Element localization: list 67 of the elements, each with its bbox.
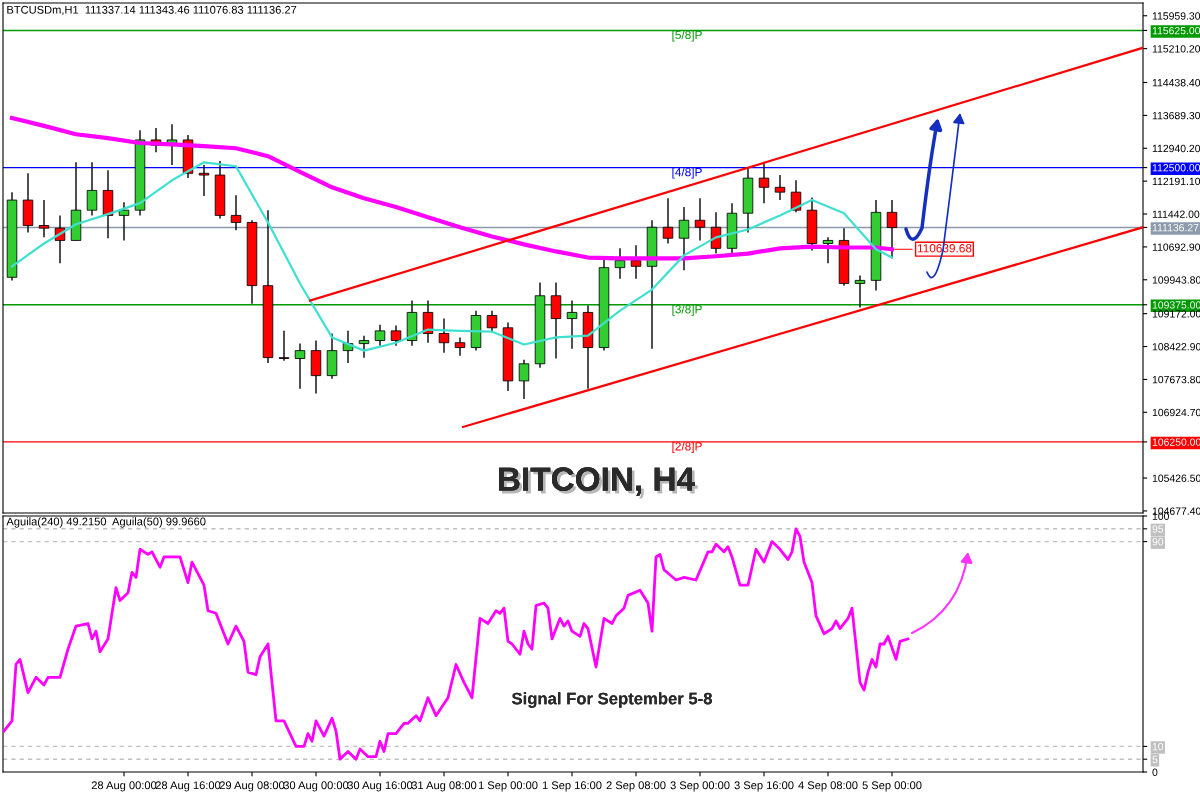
x-tick-label: 3 Sep 00:00	[670, 781, 730, 792]
y-tick-label: 109375.00	[1152, 301, 1200, 309]
candlestick	[86, 161, 98, 217]
candlestick	[486, 309, 498, 334]
candlestick	[278, 330, 290, 362]
candlestick	[118, 201, 130, 242]
y-tick-label: 115210.20	[1152, 45, 1200, 53]
candlestick	[614, 247, 626, 280]
y-tick-label: 112940.20	[1152, 144, 1200, 153]
candlestick	[566, 299, 578, 350]
y-tick-label: 111136.27	[1152, 223, 1199, 232]
x-tick-label: 1 Sep 00:00	[478, 781, 538, 792]
candlestick	[662, 197, 674, 245]
candlestick	[822, 236, 834, 264]
candlestick	[198, 164, 210, 197]
y-tick-label: 109943.80	[1152, 276, 1200, 284]
x-tick-label: 3 Sep 16:00	[734, 781, 794, 792]
x-tick-label: 28 Aug 16:00	[155, 781, 221, 792]
candlestick	[358, 334, 370, 359]
candlestick	[38, 199, 50, 239]
candlestick	[454, 336, 466, 357]
candlestick	[374, 324, 386, 347]
candlestick	[758, 162, 770, 204]
y-tick-label: 111442.00	[1152, 210, 1200, 218]
ref-line-label: [2/8]P	[672, 441, 702, 453]
text: BITCOIN, H4	[499, 467, 698, 499]
candlestick	[694, 197, 706, 242]
y-tick-label: 114438.40	[1152, 79, 1200, 87]
y-tick-label: 105426.50	[1152, 474, 1200, 482]
y-tick-label: 110692.90	[1152, 243, 1200, 251]
x-tick-label: 31 Aug 08:00	[411, 781, 477, 792]
ref-line-label: [4/8]P	[672, 167, 702, 179]
x-tick-label: 29 Aug 08:00	[219, 781, 285, 792]
y-tick-label: 106250.00	[1152, 438, 1200, 446]
candlestick	[774, 174, 786, 201]
y-tick-label: 108422.90	[1152, 343, 1200, 351]
candlestick	[390, 324, 402, 347]
candlestick	[294, 342, 306, 390]
text: Signal For September 5-8	[512, 692, 712, 708]
candlestick	[438, 317, 450, 354]
x-tick-label: 4 Sep 08:00	[798, 781, 858, 792]
x-tick-label: 1 Sep 16:00	[542, 781, 602, 792]
x-tick-label: 30 Aug 00:00	[283, 781, 349, 792]
y-tick-label: 112500.00	[1152, 164, 1200, 172]
y-tick-label: 115959.30	[1152, 12, 1200, 20]
candlestick	[230, 194, 242, 232]
annotation: Aguila(240) 49.2150 Aguila(50) 99.9660	[6, 517, 206, 528]
y-tick-label: 0	[1152, 768, 1158, 776]
y-tick-label: 106924.70	[1152, 408, 1200, 417]
y-tick-label: 109172.00	[1152, 310, 1200, 318]
y-tick-label: 95	[1152, 525, 1164, 533]
candlestick	[678, 206, 690, 271]
candlestick	[518, 359, 530, 400]
candlestick	[550, 281, 562, 360]
y-tick-label: 113689.30	[1152, 111, 1200, 120]
y-tick-label: 112191.10	[1152, 177, 1200, 186]
x-tick-label: 28 Aug 00:00	[91, 781, 157, 792]
ref-line-label: [3/8]P	[672, 304, 702, 316]
x-tick-label: 30 Aug 16:00	[347, 781, 413, 792]
ref-line-label: [5/8]P	[672, 30, 702, 42]
x-tick-label: 2 Sep 08:00	[606, 781, 666, 792]
annotation: BTCUSDm,H1 111337.14 111343.46 111076.83 111136.27	[7, 5, 297, 16]
candlestick	[886, 199, 898, 260]
x-tick-label: 5 Sep 00:00	[862, 781, 922, 792]
y-tick-label: 107673.80	[1152, 375, 1200, 384]
candlestick	[854, 274, 866, 309]
y-tick-label: 115625.00	[1152, 26, 1200, 35]
